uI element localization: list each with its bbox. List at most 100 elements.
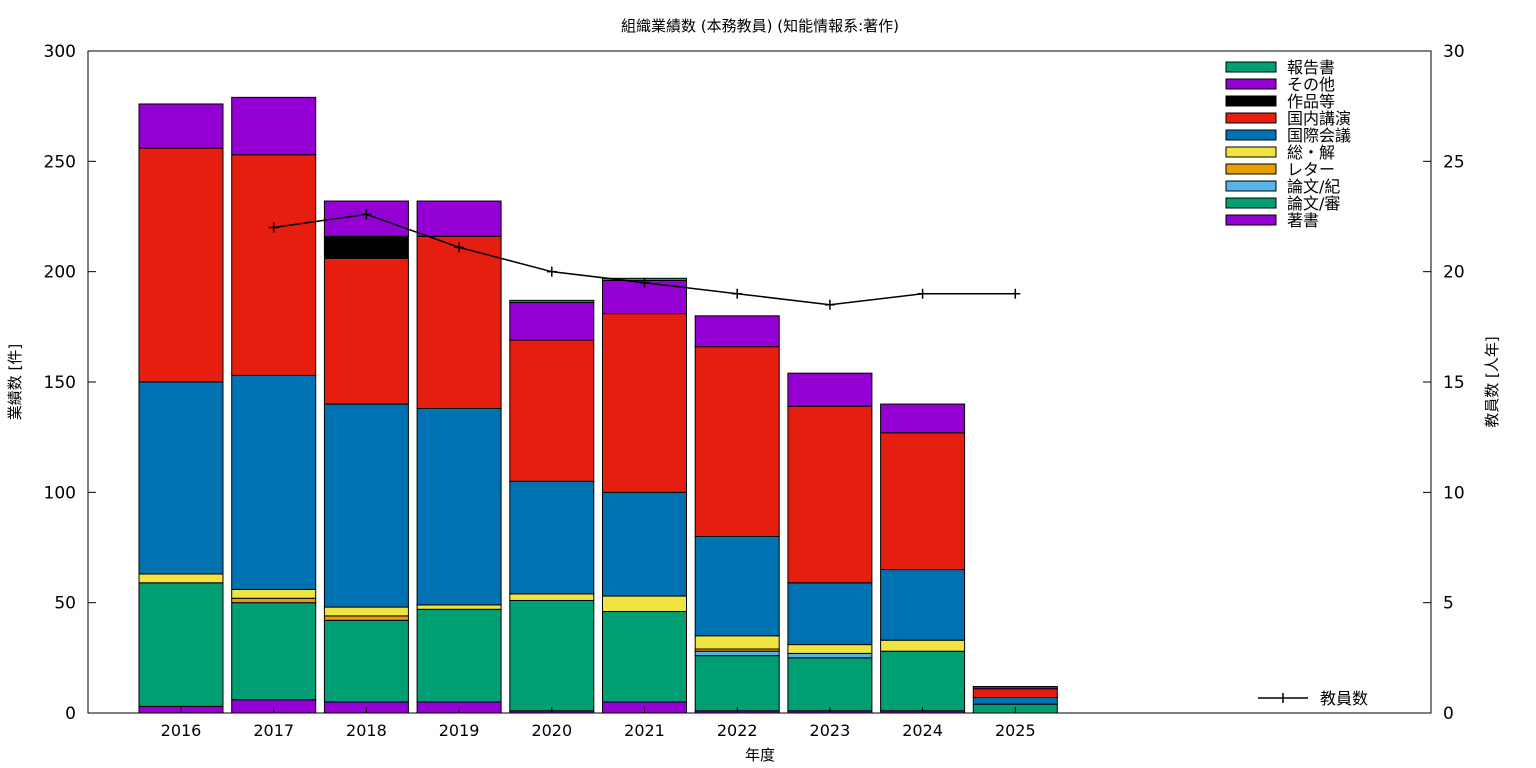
- bar-segment: [231, 96, 317, 156]
- bar-segment: [323, 619, 409, 703]
- bar-segment: [416, 200, 502, 237]
- bar-segment: [787, 657, 873, 712]
- bar-segment: [509, 339, 595, 482]
- y-tick-label: 50: [54, 594, 76, 614]
- x-tick-label: 2024: [902, 721, 943, 740]
- x-tick-label: 2020: [531, 721, 572, 740]
- legend-label: 総・解: [1287, 143, 1335, 162]
- line-layer: [268, 209, 1021, 310]
- y2-tick-label: 15: [1443, 373, 1465, 393]
- bar-segment: [509, 593, 595, 601]
- x-tick-label: 2022: [717, 721, 758, 740]
- bar-segment: [694, 346, 780, 537]
- bar-segment: [787, 372, 873, 407]
- legend-swatch: [1225, 95, 1277, 107]
- legend-swatch: [1225, 197, 1277, 209]
- bar-segment: [880, 639, 966, 652]
- legend-swatch: [1225, 61, 1277, 73]
- bar-segment: [787, 405, 873, 584]
- bar-segment: [880, 403, 966, 434]
- legend-swatch: [1225, 78, 1277, 90]
- bar-segment: [416, 608, 502, 703]
- x-tick-label: 2016: [161, 721, 202, 740]
- bar-segment: [880, 569, 966, 641]
- bar-segment: [138, 573, 224, 584]
- legend-swatch: [1225, 163, 1277, 175]
- legend-label: 作品等: [1287, 92, 1335, 111]
- y-tick-label: 150: [44, 373, 76, 393]
- bar-segment: [416, 604, 502, 610]
- bar-segment: [323, 235, 409, 259]
- bar-segment: [694, 535, 780, 637]
- legend-label: 著書: [1287, 211, 1319, 230]
- x-tick-label: 2021: [624, 721, 665, 740]
- bar-segment: [323, 257, 409, 405]
- x-tick-label: 2025: [995, 721, 1036, 740]
- bar-segment: [509, 299, 595, 304]
- bar-segment: [323, 615, 409, 621]
- bar-segment: [509, 302, 595, 341]
- legend-label: 報告書: [1287, 58, 1335, 77]
- bar-segment: [602, 313, 687, 493]
- legend-label: その他: [1287, 75, 1335, 94]
- y2-tick-label: 25: [1443, 152, 1465, 172]
- y-tick-label: 300: [44, 42, 76, 62]
- bar-segment: [694, 655, 780, 712]
- bar-segment: [138, 147, 224, 383]
- y2-tick-label: 20: [1443, 263, 1465, 283]
- x-tick-label: 2017: [253, 721, 294, 740]
- legend-swatch: [1225, 129, 1277, 141]
- legend-swatch: [1225, 214, 1277, 226]
- legend-label: 論文/審: [1287, 194, 1340, 213]
- bar-segment: [231, 597, 317, 604]
- bar-segment: [138, 582, 224, 707]
- x-tick-label: 2023: [810, 721, 851, 740]
- x-axis-label: 年度: [745, 746, 775, 764]
- legend-swatch: [1225, 146, 1277, 158]
- legend-label: 国内講演: [1287, 109, 1351, 128]
- bar-segment: [972, 686, 1058, 690]
- bar-segment: [972, 688, 1058, 699]
- bar-segment: [509, 480, 595, 595]
- bar-segment: [509, 599, 595, 712]
- y2-tick-label: 5: [1443, 594, 1454, 614]
- y-tick-label: 100: [44, 483, 76, 503]
- bar-segment: [602, 595, 687, 612]
- legend-swatch: [1225, 180, 1277, 192]
- y-axis-label: 業績数 [件]: [6, 344, 24, 420]
- bar-segment: [138, 381, 224, 575]
- bar-segment: [323, 403, 409, 608]
- bar-segment: [602, 491, 687, 597]
- x-tick-label: 2018: [346, 721, 387, 740]
- bar-segment: [416, 235, 502, 409]
- bar-segment: [972, 697, 1058, 705]
- bar-segment: [231, 588, 317, 599]
- legend-label: 論文/紀: [1287, 177, 1340, 196]
- bar-segment: [231, 374, 317, 590]
- bar-segment: [787, 652, 873, 659]
- y-tick-label: 250: [44, 152, 76, 172]
- bar-segment: [602, 610, 687, 703]
- bar-segment: [416, 407, 502, 606]
- y2-tick-label: 10: [1443, 483, 1465, 503]
- y-tick-label: 200: [44, 263, 76, 283]
- legend-swatch: [1225, 112, 1277, 124]
- bar-segment: [694, 650, 780, 657]
- y2-tick-label: 30: [1443, 42, 1465, 62]
- y2-axis-label: 教員数 [人年]: [1483, 336, 1501, 427]
- bar-segment: [880, 432, 966, 571]
- legend-label: 教員数: [1320, 689, 1368, 708]
- chart-title: 組織業績数 (本務教員) (知能情報系:著作): [621, 17, 899, 35]
- bar-segment: [231, 154, 317, 376]
- bar-segment: [694, 635, 780, 650]
- bar-segment: [323, 606, 409, 617]
- bar-segment: [694, 315, 780, 348]
- bar-segment: [231, 602, 317, 701]
- bar-segment: [787, 582, 873, 646]
- legend-label: 国際会議: [1287, 126, 1351, 145]
- bar-segment: [880, 650, 966, 712]
